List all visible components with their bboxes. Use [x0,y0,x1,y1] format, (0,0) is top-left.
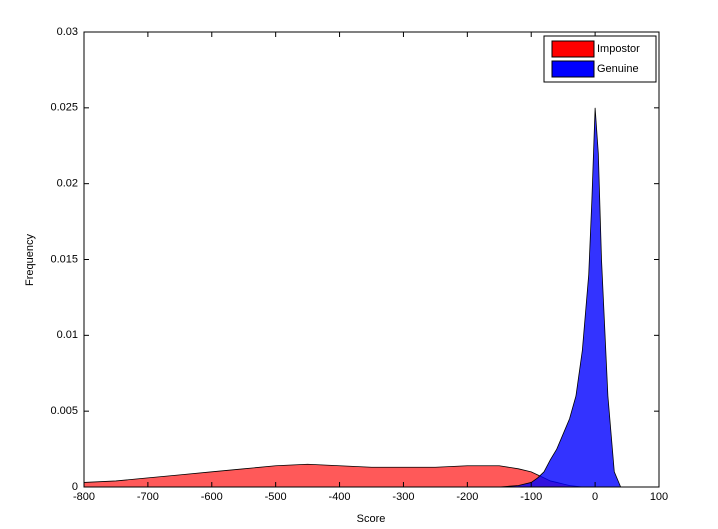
legend-swatch [551,60,595,78]
y-axis-label: Frequency [24,234,36,286]
x-tick-label: -500 [265,491,287,503]
x-tick-label: -600 [201,491,223,503]
x-tick-label: -800 [73,491,95,503]
y-tick-label: 0.01 [57,329,78,341]
x-tick-label: -200 [456,491,478,503]
area-fill [84,107,621,487]
y-tick-label: 0 [72,481,78,493]
x-tick-label: -400 [329,491,351,503]
y-tick-label: 0.03 [57,26,78,38]
legend-label: Genuine [597,63,639,75]
x-tick-label: 100 [650,491,668,503]
x-tick-label: -300 [392,491,414,503]
y-tick-label: 0.025 [50,102,78,114]
y-tick-label: 0.005 [50,405,78,417]
x-axis-label: Score [357,513,386,525]
x-tick-label: -700 [137,491,159,503]
legend-label: Impostor [597,43,640,55]
y-tick-label: 0.02 [57,178,78,190]
x-tick-label: 0 [592,491,598,503]
x-tick-label: -100 [520,491,542,503]
y-tick-label: 0.015 [50,253,78,265]
legend-swatch [551,40,595,58]
area-fill [84,464,621,487]
